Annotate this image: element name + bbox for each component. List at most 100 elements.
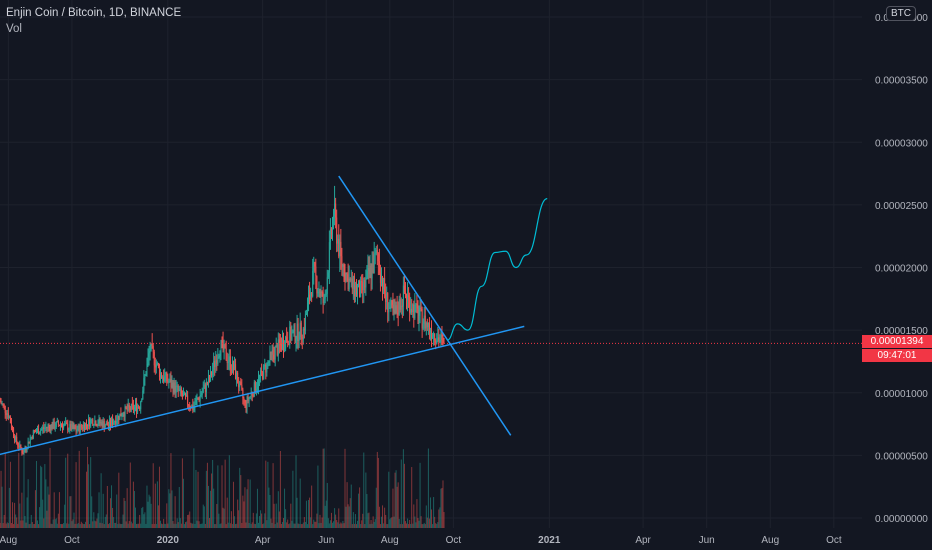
time-tick-label: Oct (826, 535, 842, 546)
volume-bar (368, 512, 370, 528)
volume-bar (273, 503, 275, 528)
volume-bar (2, 523, 4, 528)
volume-bar (203, 506, 205, 528)
price-axis[interactable]: 0.00000000 0.00000500 0.00001000 0.00001500… (875, 13, 928, 525)
candle-body (324, 294, 326, 299)
candlesticks (0, 185, 445, 456)
volume-bar (130, 521, 132, 528)
candle-body (403, 285, 405, 293)
candle-body (90, 419, 92, 427)
candle-body (207, 376, 209, 385)
candle-body (277, 339, 279, 356)
volume-bar (419, 462, 421, 528)
volume-bar (113, 517, 115, 528)
volume-bar (361, 520, 363, 528)
volume-bar (308, 500, 310, 528)
candle-body (153, 351, 155, 366)
volume-bar (305, 500, 307, 528)
candle-body (25, 449, 27, 451)
time-axis[interactable]: Aug Oct 2020 Apr Jun Aug Oct 2021 Apr Jun Aug Oct (0, 535, 842, 546)
candle-body (219, 353, 221, 356)
volume-bar (264, 513, 266, 528)
candle-body (223, 344, 225, 350)
candle-body (174, 382, 176, 393)
candle-body (95, 420, 97, 426)
volume-bar (399, 524, 401, 528)
candle-body (377, 253, 379, 262)
volume-bar (207, 485, 209, 528)
volume-bar (388, 471, 390, 528)
volume-bar (253, 523, 255, 528)
candle-body (68, 429, 70, 431)
candle-body (151, 343, 153, 347)
candle-body (397, 312, 399, 315)
candle-body (253, 382, 255, 397)
candle-body (105, 422, 107, 426)
trendline-resistance[interactable] (338, 175, 512, 436)
candle-body (396, 305, 398, 313)
candle-body (66, 422, 68, 424)
candle-body (287, 340, 289, 343)
volume-bar (158, 466, 160, 528)
candle-body (249, 396, 251, 398)
candle-body (170, 379, 172, 388)
volume-bar (294, 523, 296, 528)
candle-body (330, 229, 332, 235)
candle-body (37, 429, 39, 432)
candle-body (31, 436, 33, 439)
volume-bar (101, 523, 103, 528)
projection-curve[interactable] (446, 198, 548, 341)
volume-bar (213, 488, 215, 528)
currency-badge[interactable]: BTC (886, 6, 916, 21)
candle-body (172, 382, 174, 393)
candle-body (337, 238, 339, 244)
volume-bar (200, 523, 202, 528)
volume-bar (427, 448, 429, 528)
candle-body (389, 306, 391, 309)
symbol-title[interactable]: Enjin Coin / Bitcoin, 1D, BINANCE (6, 7, 182, 19)
volume-bar (29, 523, 31, 528)
volume-bar (316, 513, 318, 528)
candle-body (242, 389, 244, 399)
volume-bar (235, 524, 237, 528)
candle-body (138, 406, 140, 408)
price-tick-label: 0.00002000 (875, 264, 928, 275)
volume-bar (343, 523, 345, 528)
drawings[interactable] (0, 175, 548, 456)
candle-body (216, 359, 218, 364)
volume-bar (320, 522, 322, 528)
candle-body (179, 388, 181, 391)
volume-bar (98, 492, 100, 528)
volume-bar (376, 451, 378, 528)
candle-body (217, 357, 219, 364)
volume-bar (169, 493, 171, 528)
volume-bar (149, 496, 151, 528)
candle-body (367, 267, 369, 272)
candle-body (215, 359, 217, 367)
volume-bar (339, 523, 341, 528)
candle-body (43, 427, 45, 429)
candle-body (76, 430, 78, 432)
candle-body (171, 382, 173, 388)
candle-body (443, 338, 445, 340)
candle-body (87, 424, 89, 427)
candle-body (47, 425, 49, 428)
volume-bar (289, 523, 291, 528)
volume-bar (148, 494, 150, 528)
candle-body (313, 261, 315, 271)
volume-bar (412, 523, 414, 528)
candle-body (332, 219, 334, 235)
trendline-support[interactable] (0, 325, 525, 456)
candle-body (304, 314, 306, 331)
candle-body (378, 261, 380, 273)
candle-body (14, 435, 16, 441)
candle-body (267, 361, 269, 363)
volume-indicator-label[interactable]: Vol (6, 23, 22, 35)
candle-body (186, 395, 188, 397)
volume-bar (411, 467, 413, 528)
volume-bar (126, 488, 128, 528)
price-tick-label: 0.00001000 (875, 389, 928, 400)
candle-body (5, 412, 7, 415)
volume-bar (333, 521, 335, 528)
